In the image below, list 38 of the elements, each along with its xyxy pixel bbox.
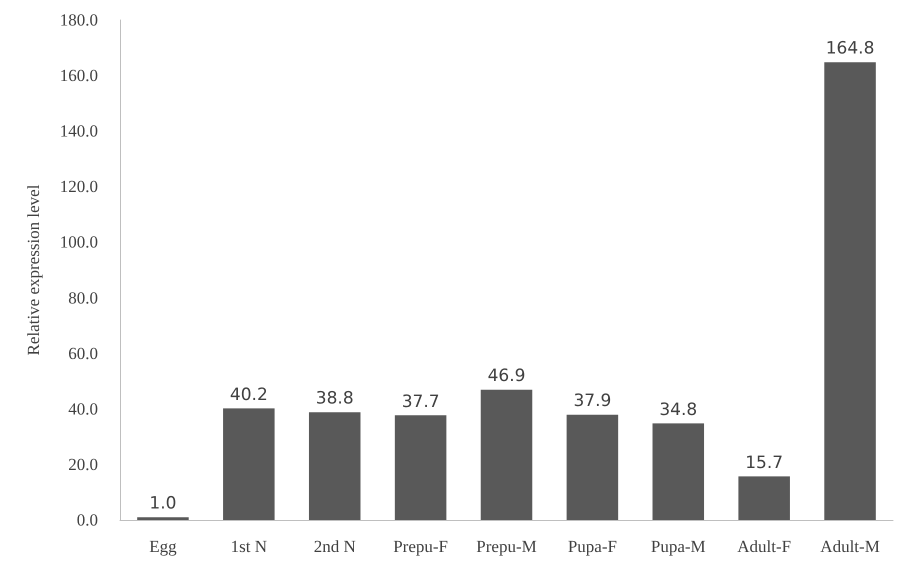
y-tick-label: 160.0 — [60, 66, 98, 86]
bar — [824, 62, 876, 520]
bar — [223, 408, 275, 520]
y-tick-label: 100.0 — [60, 232, 98, 252]
x-tick-label: Adult-F — [737, 537, 792, 556]
x-tick-label: Prepu-F — [393, 537, 448, 556]
bar — [566, 414, 618, 520]
y-axis-title: Relative expression level — [24, 184, 43, 356]
data-label: 15.7 — [745, 452, 784, 473]
data-label: 38.8 — [316, 388, 354, 409]
data-label: 40.2 — [230, 384, 268, 405]
data-label: 164.8 — [826, 38, 874, 59]
y-tick-label: 0.0 — [76, 510, 98, 530]
y-tick-label: 20.0 — [68, 454, 98, 474]
y-tick-label: 60.0 — [68, 344, 98, 363]
x-tick-label: Prepu-M — [476, 537, 537, 556]
x-tick-label: Pupa-F — [568, 537, 617, 556]
y-tick-label: 120.0 — [60, 177, 98, 196]
data-label: 37.7 — [402, 392, 440, 412]
data-label: 1.0 — [149, 494, 176, 514]
x-tick-label: 2nd N — [314, 537, 356, 556]
y-tick-label: 40.0 — [68, 399, 98, 418]
x-tick-label: 1st N — [230, 537, 268, 556]
y-tick-label: 140.0 — [60, 122, 98, 141]
data-label: 34.8 — [659, 400, 698, 420]
bar — [137, 517, 189, 520]
bar — [308, 412, 360, 520]
bar — [480, 390, 532, 520]
bar — [738, 476, 790, 520]
x-tick-label: Adult-M — [820, 537, 880, 556]
bar — [394, 415, 446, 520]
bar — [652, 423, 704, 520]
x-tick-label: Egg — [149, 537, 178, 556]
data-label: 37.9 — [573, 391, 612, 412]
data-label: 46.9 — [488, 366, 526, 386]
x-tick-label: Pupa-M — [650, 537, 706, 556]
y-tick-label: 80.0 — [68, 288, 98, 308]
y-tick-label: 180.0 — [60, 10, 98, 30]
